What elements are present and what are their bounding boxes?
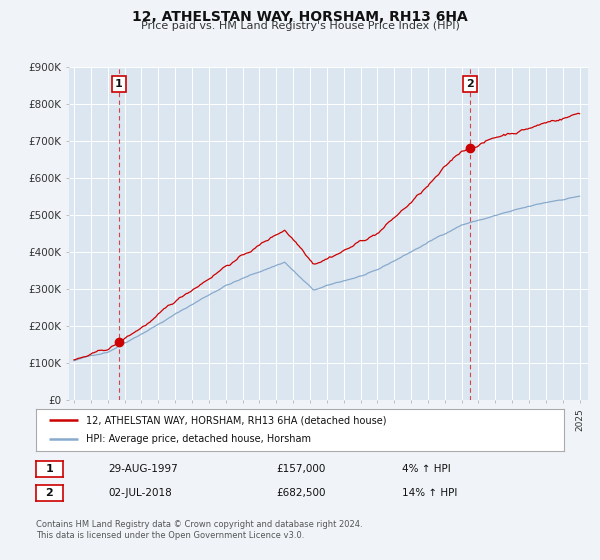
Text: 2: 2 xyxy=(466,79,474,89)
Text: 29-AUG-1997: 29-AUG-1997 xyxy=(108,464,178,474)
Text: 12, ATHELSTAN WAY, HORSHAM, RH13 6HA: 12, ATHELSTAN WAY, HORSHAM, RH13 6HA xyxy=(132,10,468,24)
Text: 2: 2 xyxy=(46,488,53,498)
Text: 02-JUL-2018: 02-JUL-2018 xyxy=(108,488,172,498)
Text: 12, ATHELSTAN WAY, HORSHAM, RH13 6HA (detached house): 12, ATHELSTAN WAY, HORSHAM, RH13 6HA (de… xyxy=(86,415,386,425)
Text: 1: 1 xyxy=(115,79,123,89)
Text: £682,500: £682,500 xyxy=(276,488,325,498)
Text: £157,000: £157,000 xyxy=(276,464,325,474)
Text: This data is licensed under the Open Government Licence v3.0.: This data is licensed under the Open Gov… xyxy=(36,531,304,540)
Text: 1: 1 xyxy=(46,464,53,474)
Text: Contains HM Land Registry data © Crown copyright and database right 2024.: Contains HM Land Registry data © Crown c… xyxy=(36,520,362,529)
Text: HPI: Average price, detached house, Horsham: HPI: Average price, detached house, Hors… xyxy=(86,435,311,445)
Text: 4% ↑ HPI: 4% ↑ HPI xyxy=(402,464,451,474)
Text: Price paid vs. HM Land Registry's House Price Index (HPI): Price paid vs. HM Land Registry's House … xyxy=(140,21,460,31)
Text: 14% ↑ HPI: 14% ↑ HPI xyxy=(402,488,457,498)
